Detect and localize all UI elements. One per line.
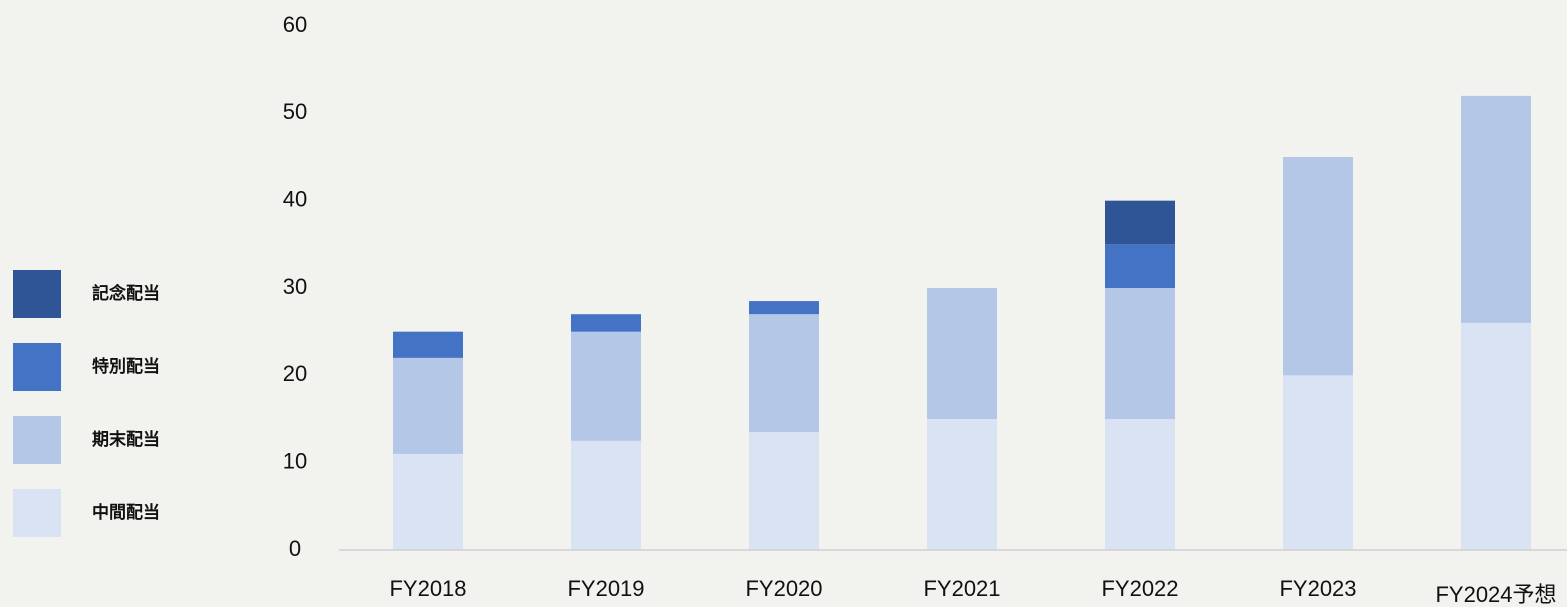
bar-segment [1461,95,1531,323]
bar-segment [1105,288,1175,419]
y-tick-label: 0 [289,536,301,561]
bar-segment [927,288,997,419]
bar-segment [927,419,997,550]
legend-label: 特別配当 [92,356,160,377]
bar-segment [1105,419,1175,550]
x-tick-label: FY2020 [745,576,822,601]
x-tick-label: FY2024予想 [1435,582,1556,607]
legend-label: 期末配当 [92,429,160,450]
bar-segment [749,314,819,433]
legend-swatch [13,489,61,537]
y-tick-label: 60 [283,12,307,37]
bar-segment [571,331,641,441]
y-tick-label: 50 [283,99,307,124]
x-tick-label: FY2023 [1279,576,1356,601]
x-tick-label: FY2019 [567,576,644,601]
bar-segment [1461,322,1531,550]
x-tick-label: FY2021 [923,576,1000,601]
bar-segment [1105,200,1175,245]
legend-swatch [13,416,61,464]
bar-segment [571,440,641,550]
y-tick-label: 30 [283,274,307,299]
bar-segment [571,314,641,332]
legend-label: 中間配当 [92,502,160,523]
x-tick-label: FY2018 [389,576,466,601]
legend-label: 記念配当 [92,283,160,304]
x-tick-label: FY2022 [1101,576,1178,601]
bar-segment [749,301,819,315]
bar-segment [393,357,463,454]
legend-swatch [13,343,61,391]
y-tick-label: 10 [283,448,307,473]
bar-segment [1283,157,1353,376]
bar-segment [1105,244,1175,288]
bar-segment [393,331,463,358]
y-tick-label: 20 [283,361,307,386]
bar-segment [749,432,819,550]
bar-segment [393,453,463,550]
y-tick-label: 40 [283,186,307,211]
bar-segment [1283,375,1353,550]
legend-swatch [13,270,61,318]
